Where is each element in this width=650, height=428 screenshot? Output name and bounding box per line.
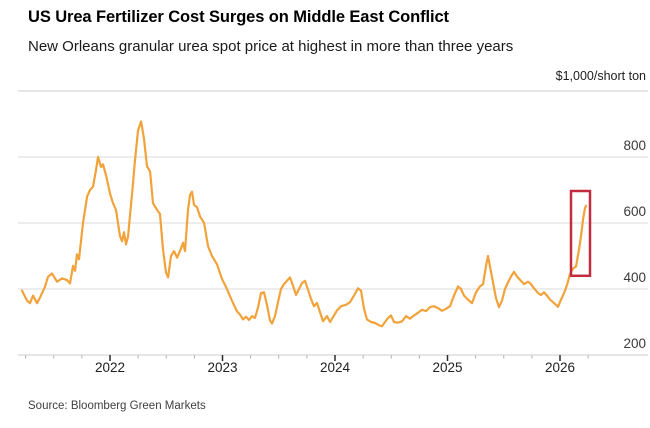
y-axis-label: 800	[623, 138, 646, 153]
x-axis-label: 2024	[319, 360, 351, 375]
y-axis-label: 600	[623, 204, 646, 219]
x-axis-label: 2025	[432, 360, 463, 375]
x-axis-label: 2022	[94, 360, 126, 375]
price-line	[20, 120, 588, 328]
x-axis-label: 2023	[207, 360, 238, 375]
y-axis-label: 200	[623, 336, 646, 351]
chart-subtitle: New Orleans granular urea spot price at …	[28, 38, 514, 55]
source-note: Source: Bloomberg Green Markets	[28, 400, 206, 412]
y-axis-unit-label: $1,000/short ton	[555, 69, 646, 83]
spike-highlight-box	[569, 189, 592, 278]
x-axis-label: 2026	[544, 360, 576, 375]
chart-title: US Urea Fertilizer Cost Surges on Middle…	[28, 8, 449, 26]
y-axis-label: 400	[623, 270, 646, 285]
